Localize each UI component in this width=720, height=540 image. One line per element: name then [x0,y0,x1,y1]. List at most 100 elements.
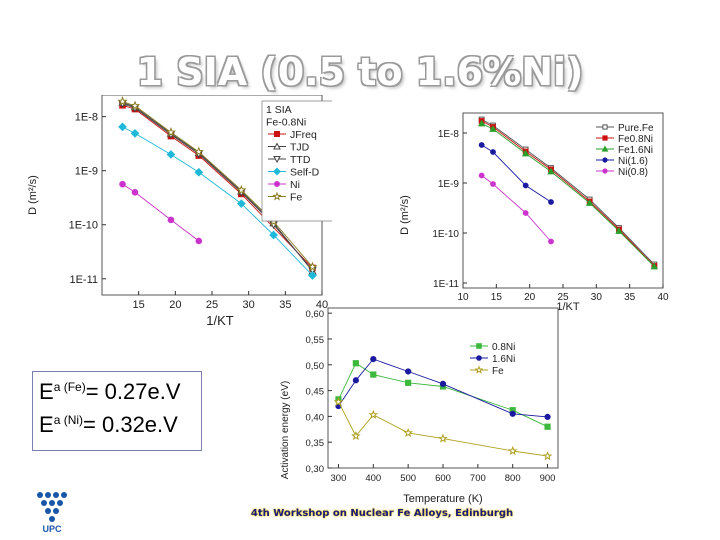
legend-label: Ni(0.8) [618,167,648,178]
x-tick-label: 35 [624,292,636,303]
data-point [368,409,379,419]
data-point [509,410,516,417]
data-point [544,423,551,430]
y-tick-label: 1E-9 [75,166,98,178]
data-point [615,227,623,234]
legend-box [261,100,332,222]
legend-label: Ni [290,179,300,191]
data-point [307,261,318,272]
y-tick-label: 1E-9 [438,179,460,190]
y-tick-label: 1E-10 [69,220,98,232]
slide-title: 1 SIA (0.5 to 1.6%Ni) [136,50,584,94]
legend-label: TTD [290,154,311,166]
legend-label: Self-D [290,167,320,179]
footer-text: 4th Workshop on Nuclear Fe Alloys, Edinb… [250,508,514,519]
x-axis-label: 1/KT [556,301,580,313]
legend-label: Fe [492,366,504,377]
energy-ni-value: = 0.32e.V [83,412,178,437]
y-tick-label: 0,35 [306,438,325,449]
legend-label: Fe0.8Ni [618,134,653,145]
data-point [117,96,128,106]
legend-marker [274,131,280,137]
legend-label: Fe1.6Ni [618,145,653,156]
data-point [478,142,485,148]
y-tick-label: 1E-11 [69,274,98,286]
y-axis-label: D (m²/s) [399,195,411,235]
series-line-ni-0-8- [481,175,552,242]
y-tick-label: 0,45 [306,387,325,398]
x-tick-label: 40 [316,299,328,311]
x-axis-label: Temperature (K) [403,493,482,505]
data-point [269,230,278,240]
data-point [167,216,175,224]
data-point [370,355,377,363]
legend-marker [273,142,281,150]
data-point [166,150,176,159]
x-tick-label: 300 [331,473,347,484]
x-tick-label: 30 [243,299,255,311]
x-tick-label: 800 [505,473,521,484]
data-point [129,100,141,111]
legend-marker [602,168,608,174]
data-point [236,184,247,195]
energy-fe-value: = 0.27e.V [85,379,181,404]
legend-label: 1.6Ni [492,354,515,365]
y-tick-label: 0,40 [306,412,325,423]
data-point [477,119,486,127]
legend-marker [274,181,280,187]
x-tick-label: 700 [470,473,486,484]
data-point [490,181,496,187]
data-point [405,368,412,375]
legend-marker [474,365,484,374]
data-point [522,182,529,189]
legend-label: Fe [290,192,302,204]
legend-marker [602,157,608,163]
logo-text: UPC [42,524,62,534]
chart-right: 10 15 20 25 30 35 40 1E-8 1E-9 1E-10 1E-11 1/KT D… [399,112,669,313]
x-tick-label: 15 [491,292,503,303]
data-point [370,371,377,378]
x-tick-label: 40 [657,292,669,303]
y-tick-label: 0,50 [306,361,325,372]
activation-energy-box: Ea (Fe)= 0.27e.V Ea (Ni)= 0.32e.V [32,371,202,451]
x-tick-label: 20 [169,299,181,311]
legend-title: 1 SIA [266,104,292,116]
legend-label: TJD [290,142,310,154]
energy-ni-line: Ea (Ni)= 0.32e.V [39,412,178,438]
legend-marker [476,343,482,349]
chart-bottom: 300 400 500 600 700 800 900 0,30 0,35 0,40 0,45 0,… [280,307,559,505]
data-point [490,149,496,155]
legend-label: Pure.Fe [618,123,654,134]
data-point [544,413,551,421]
data-point [548,199,554,205]
data-point [131,188,139,196]
legend-marker [602,135,608,141]
data-point [130,129,140,138]
energy-symbol: E [39,379,54,404]
x-tick-label: 500 [400,473,416,484]
data-point [333,396,344,407]
legend-label: Ni(1.6) [618,156,648,167]
data-point [489,125,497,132]
x-tick-label: 25 [557,292,569,303]
data-point [522,210,529,216]
data-point [585,199,594,206]
legend-marker [273,167,281,176]
legend-marker [476,355,482,361]
x-axis-label: 1/KT [206,313,234,328]
data-point [438,433,448,443]
x-tick-label: 600 [435,473,451,484]
x-tick-label: 900 [540,473,556,484]
x-tick-label: 30 [591,292,603,303]
data-point [542,451,553,461]
data-point [548,238,554,245]
energy-fe-line: Ea (Fe)= 0.27e.V [39,379,181,405]
data-point [194,167,204,177]
data-point [507,445,518,456]
data-point [478,172,485,179]
y-tick-label: 1E-8 [75,112,98,124]
legend-title: Fe-0.8Ni [266,117,306,129]
data-point [193,146,204,157]
